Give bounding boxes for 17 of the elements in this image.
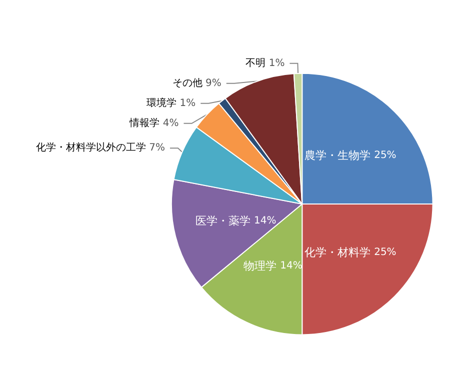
data-label: 4% [162,118,179,129]
slice-label: 医学・薬学 [196,214,254,228]
data-label: 1% [180,98,196,109]
slice-label: 化学・材料学 [304,246,374,259]
slice-label: 化学・材料学以外の工学 [36,142,150,154]
slice-label: 農学・生物学 [304,149,374,162]
data-label: 14% [254,216,276,227]
data-label: 9% [205,78,222,89]
slice-label: その他 [172,76,206,89]
data-label: 25% [374,150,396,162]
slice-label: 物理学 [244,259,280,272]
data-label: 7% [149,142,165,154]
data-label: 25% [374,246,396,258]
data-label: 1% [268,58,285,69]
slice-label: 不明 [246,58,269,69]
slice-label: 情報学 [128,116,163,129]
slice-label: 環境学 [146,96,180,109]
